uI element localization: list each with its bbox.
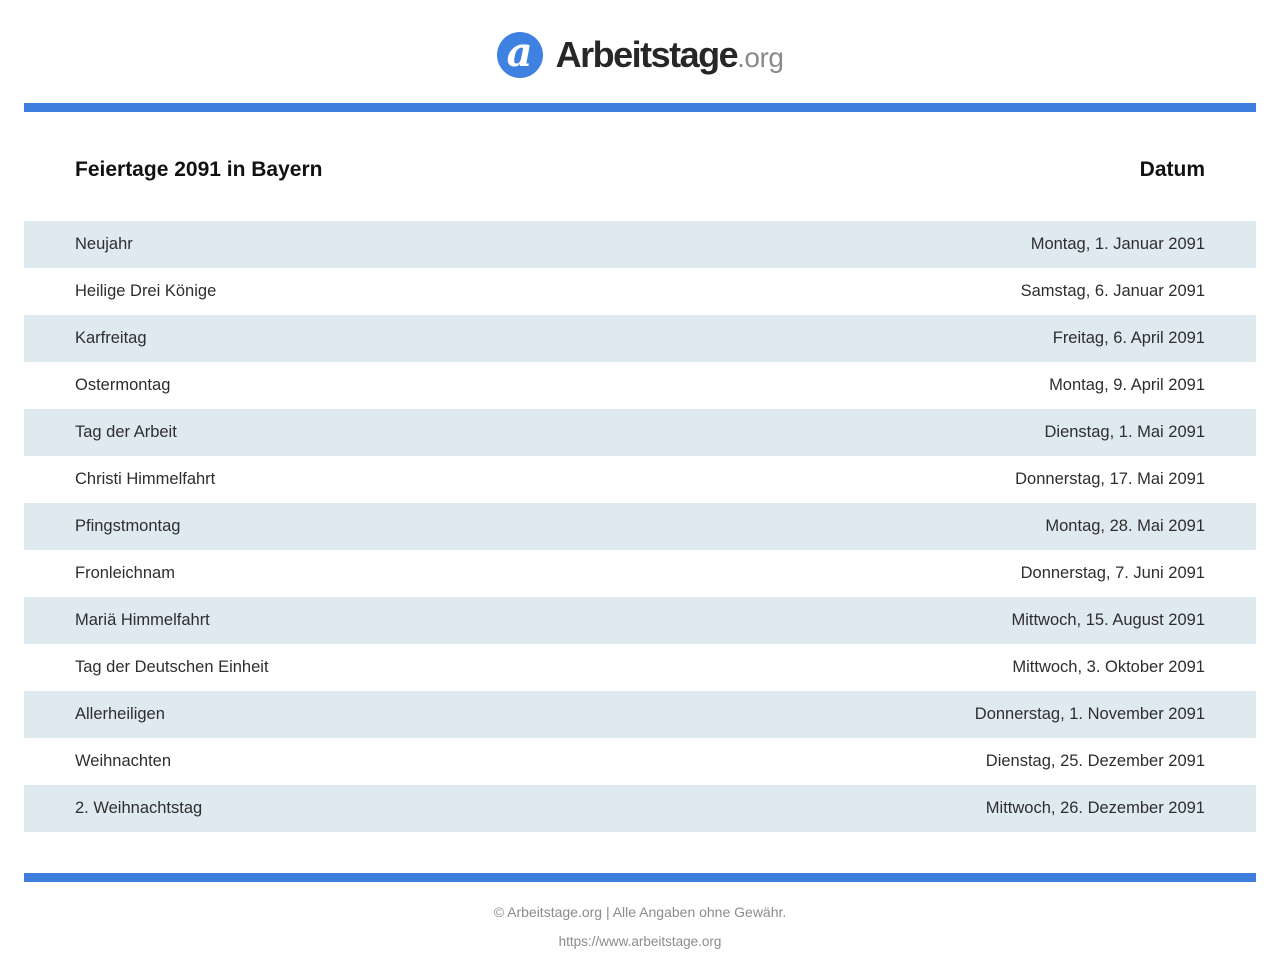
- logo-header: a Arbeitstage .org: [0, 0, 1280, 79]
- logo-text: Arbeitstage .org: [556, 34, 784, 76]
- table-row: Ostermontag Montag, 9. April 2091: [24, 362, 1256, 409]
- holiday-date: Donnerstag, 17. Mai 2091: [1015, 470, 1205, 488]
- footer-copyright: © Arbeitstage.org | Alle Angaben ohne Ge…: [493, 904, 787, 920]
- holiday-date: Montag, 1. Januar 2091: [1030, 235, 1205, 253]
- date-column-header: Datum: [1139, 158, 1205, 181]
- table-header: Feiertage 2091 in Bayern Datum: [24, 158, 1256, 181]
- table-row: Karfreitag Freitag, 6. April 2091: [24, 315, 1256, 362]
- table-row: Pfingstmontag Montag, 28. Mai 2091: [24, 503, 1256, 550]
- holiday-date: Samstag, 6. Januar 2091: [1020, 282, 1205, 300]
- holiday-date: Dienstag, 25. Dezember 2091: [985, 752, 1205, 770]
- table-row: Christi Himmelfahrt Donnerstag, 17. Mai …: [24, 456, 1256, 503]
- holiday-name: Neujahr: [75, 235, 133, 253]
- holiday-name: Tag der Arbeit: [75, 423, 177, 441]
- logo-a-glyph: a: [506, 29, 533, 76]
- logo-wordmark: Arbeitstage: [555, 34, 739, 75]
- footer-url-link[interactable]: https://www.arbeitstage.org: [558, 934, 722, 949]
- holiday-name: Mariä Himmelfahrt: [75, 611, 210, 629]
- holiday-date: Mittwoch, 26. Dezember 2091: [985, 799, 1205, 817]
- table-row: Allerheiligen Donnerstag, 1. November 20…: [24, 691, 1256, 738]
- table-row: Weihnachten Dienstag, 25. Dezember 2091: [24, 738, 1256, 785]
- holiday-date: Donnerstag, 1. November 2091: [974, 705, 1205, 723]
- table-row: Neujahr Montag, 1. Januar 2091: [24, 221, 1256, 268]
- table-row: Tag der Deutschen Einheit Mittwoch, 3. O…: [24, 644, 1256, 691]
- holiday-date: Freitag, 6. April 2091: [1052, 329, 1205, 347]
- holiday-date: Montag, 9. April 2091: [1049, 376, 1205, 394]
- holiday-name: Tag der Deutschen Einheit: [75, 658, 269, 676]
- site-logo[interactable]: a Arbeitstage .org: [496, 29, 784, 78]
- holiday-name: Weihnachten: [75, 752, 172, 770]
- table-row: Fronleichnam Donnerstag, 7. Juni 2091: [24, 550, 1256, 597]
- holiday-name: 2. Weihnachtstag: [75, 799, 203, 817]
- table-row: Heilige Drei Könige Samstag, 6. Januar 2…: [24, 268, 1256, 315]
- page-title: Feiertage 2091 in Bayern: [75, 158, 323, 181]
- holiday-name: Allerheiligen: [75, 705, 165, 723]
- logo-a-icon: a: [496, 29, 543, 78]
- holiday-name: Ostermontag: [75, 376, 171, 394]
- bottom-divider: [24, 873, 1256, 882]
- holiday-name: Heilige Drei Könige: [75, 282, 217, 300]
- logo-tld: .org: [737, 42, 784, 73]
- holiday-name: Pfingstmontag: [75, 517, 181, 535]
- footer-url-line: https://www.arbeitstage.org: [0, 934, 1280, 950]
- holiday-table-body: Neujahr Montag, 1. Januar 2091 Heilige D…: [24, 221, 1256, 832]
- table-row: Mariä Himmelfahrt Mittwoch, 15. August 2…: [24, 597, 1256, 644]
- holiday-name: Fronleichnam: [75, 564, 175, 582]
- holiday-date: Mittwoch, 3. Oktober 2091: [1012, 658, 1205, 676]
- holiday-name: Karfreitag: [75, 329, 147, 347]
- top-divider: [24, 103, 1256, 112]
- holiday-date: Montag, 28. Mai 2091: [1045, 517, 1205, 535]
- holiday-date: Mittwoch, 15. August 2091: [1011, 611, 1205, 629]
- holiday-date: Dienstag, 1. Mai 2091: [1044, 423, 1205, 441]
- holiday-date: Donnerstag, 7. Juni 2091: [1020, 564, 1205, 582]
- holiday-name: Christi Himmelfahrt: [75, 470, 216, 488]
- table-row: 2. Weihnachtstag Mittwoch, 26. Dezember …: [24, 785, 1256, 832]
- table-row: Tag der Arbeit Dienstag, 1. Mai 2091: [24, 409, 1256, 456]
